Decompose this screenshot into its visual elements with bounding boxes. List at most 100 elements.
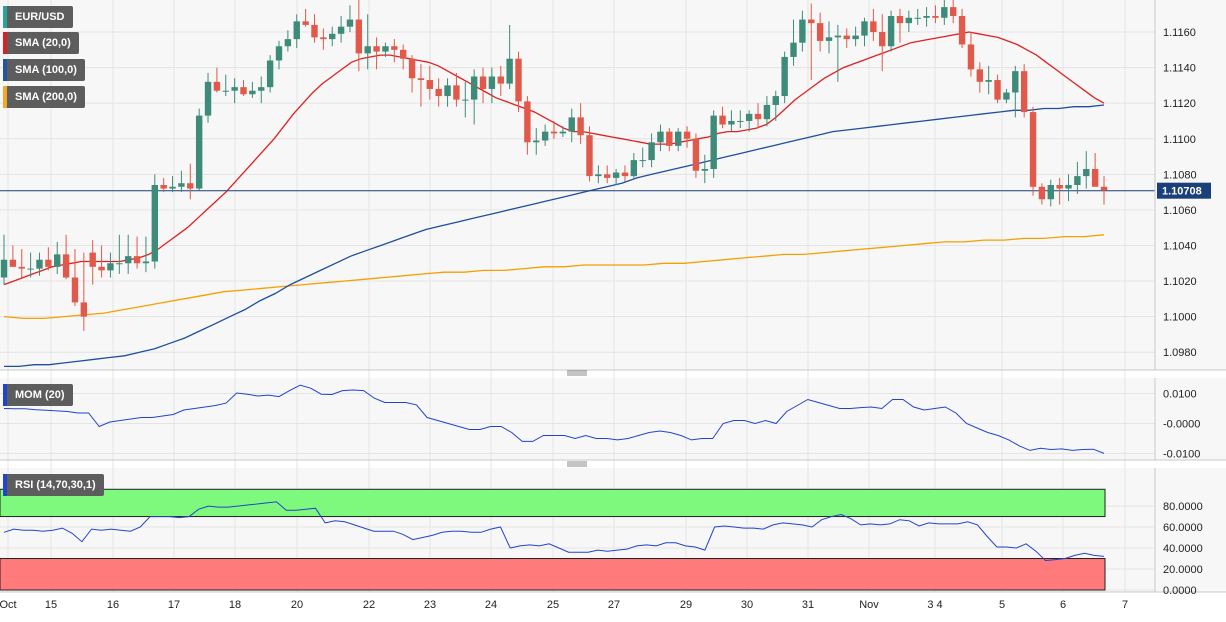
- x-tick-label: 29: [680, 599, 692, 611]
- legend-rsi-swatch: [3, 474, 7, 496]
- candle-body: [941, 7, 948, 18]
- candle-body: [533, 140, 540, 143]
- y-tick-rsi: 60.0000: [1163, 522, 1203, 534]
- candle-body: [329, 33, 336, 40]
- candle-body: [675, 131, 682, 146]
- legend-rsi[interactable]: RSI (14,70,30,1): [3, 474, 104, 496]
- candle-body: [834, 35, 842, 38]
- candle-body: [231, 87, 238, 91]
- x-tick-label: 31: [802, 599, 814, 611]
- candle-body: [240, 87, 247, 95]
- x-tick-label: 7: [1122, 599, 1128, 611]
- candle-body: [408, 58, 416, 79]
- candle-body: [284, 39, 292, 47]
- x-tick-label: 22: [363, 599, 375, 611]
- candle-body: [870, 21, 877, 33]
- y-tick-main: 1.1060: [1163, 205, 1197, 217]
- candle-body: [852, 35, 859, 40]
- candle-body: [1020, 71, 1028, 113]
- candle-body: [701, 168, 708, 171]
- candle-body: [488, 76, 496, 89]
- legend-rsi-label: RSI (14,70,30,1): [15, 479, 96, 491]
- x-tick-label: Oct: [0, 599, 17, 611]
- candle-body: [1091, 168, 1099, 187]
- candle-body: [1083, 168, 1090, 177]
- candle-body: [133, 256, 141, 264]
- legend-sma20-label: SMA (20,0): [15, 37, 71, 49]
- candle-body: [27, 268, 34, 270]
- legend-sma200-label: SMA (200,0): [15, 91, 77, 103]
- x-tick-label: 15: [45, 599, 57, 611]
- x-tick-label: 5: [999, 599, 1005, 611]
- x-tick-label: 27: [608, 599, 620, 611]
- current-price-marker: 1.10708: [1157, 182, 1211, 199]
- candle-body: [293, 21, 300, 40]
- candle-body: [1056, 185, 1063, 189]
- candle-body: [89, 252, 96, 267]
- legend-mom[interactable]: MOM (20): [3, 384, 73, 406]
- candle-body: [657, 131, 664, 143]
- candle-body: [994, 80, 1001, 100]
- x-tick-label: 24: [485, 599, 497, 611]
- candle-body: [36, 259, 43, 269]
- y-tick-main: 1.1020: [1163, 276, 1197, 288]
- candle-body: [790, 42, 797, 57]
- candle-body: [1029, 112, 1037, 187]
- candle-body: [302, 21, 309, 25]
- y-tick-main: 1.1120: [1163, 98, 1196, 110]
- candle-body: [648, 142, 655, 161]
- current-price-label: 1.10708: [1162, 186, 1202, 198]
- candle-body: [142, 261, 150, 264]
- candle-body: [772, 96, 779, 105]
- legend-sma200[interactable]: SMA (200,0): [3, 86, 85, 108]
- x-tick-label: 6: [1060, 599, 1066, 611]
- x-tick-label: Nov: [859, 599, 879, 611]
- x-tick-label: 16: [107, 599, 119, 611]
- candle-body: [737, 120, 744, 122]
- legend-eurusd-swatch: [3, 6, 7, 28]
- candle-body: [1012, 71, 1019, 93]
- x-tick-label: 17: [168, 599, 180, 611]
- legend-sma100[interactable]: SMA (100,0): [3, 59, 85, 81]
- candle-body: [905, 17, 913, 24]
- candle-body: [950, 7, 957, 17]
- candle-body: [808, 19, 815, 24]
- candle-body: [621, 172, 629, 177]
- candle-body: [923, 16, 930, 18]
- legend-eurusd[interactable]: EUR/USD: [3, 6, 73, 28]
- legend-mom-label: MOM (20): [15, 389, 65, 401]
- candle-body: [559, 131, 567, 134]
- candle-body: [896, 16, 904, 24]
- rsi-oversold-band: [0, 558, 1106, 591]
- candle-body: [781, 56, 788, 97]
- candle-body: [444, 85, 451, 97]
- candle-body: [967, 44, 975, 70]
- pane-dividers[interactable]: [567, 370, 587, 467]
- candle-body: [71, 277, 79, 303]
- candle-body: [728, 120, 735, 125]
- candle-body: [1038, 186, 1046, 200]
- candle-body: [116, 263, 123, 265]
- candle-body: [54, 254, 61, 267]
- candle-body: [550, 131, 558, 134]
- candle-body: [843, 35, 850, 40]
- candle-body: [568, 117, 575, 132]
- mom-line: [3, 384, 1105, 454]
- candle-body: [604, 174, 611, 178]
- y-tick-main: 1.0980: [1163, 347, 1197, 359]
- legend-sma20[interactable]: SMA (20,0): [3, 32, 79, 54]
- candle-body: [204, 81, 212, 116]
- candle-body: [426, 80, 433, 89]
- legend-sma200-swatch: [3, 86, 7, 108]
- candle-body: [187, 183, 194, 189]
- y-tick-rsi: 80.0000: [1163, 501, 1203, 513]
- candle-body: [630, 160, 638, 177]
- y-tick-main: 1.1080: [1163, 169, 1197, 181]
- candle-body: [710, 115, 717, 169]
- candle-body: [754, 113, 762, 120]
- candlesticks: [0, 0, 1108, 331]
- candle-body: [45, 259, 52, 267]
- x-tick-label: 20: [291, 599, 303, 611]
- candle-body: [213, 81, 221, 91]
- candle-body: [887, 16, 895, 47]
